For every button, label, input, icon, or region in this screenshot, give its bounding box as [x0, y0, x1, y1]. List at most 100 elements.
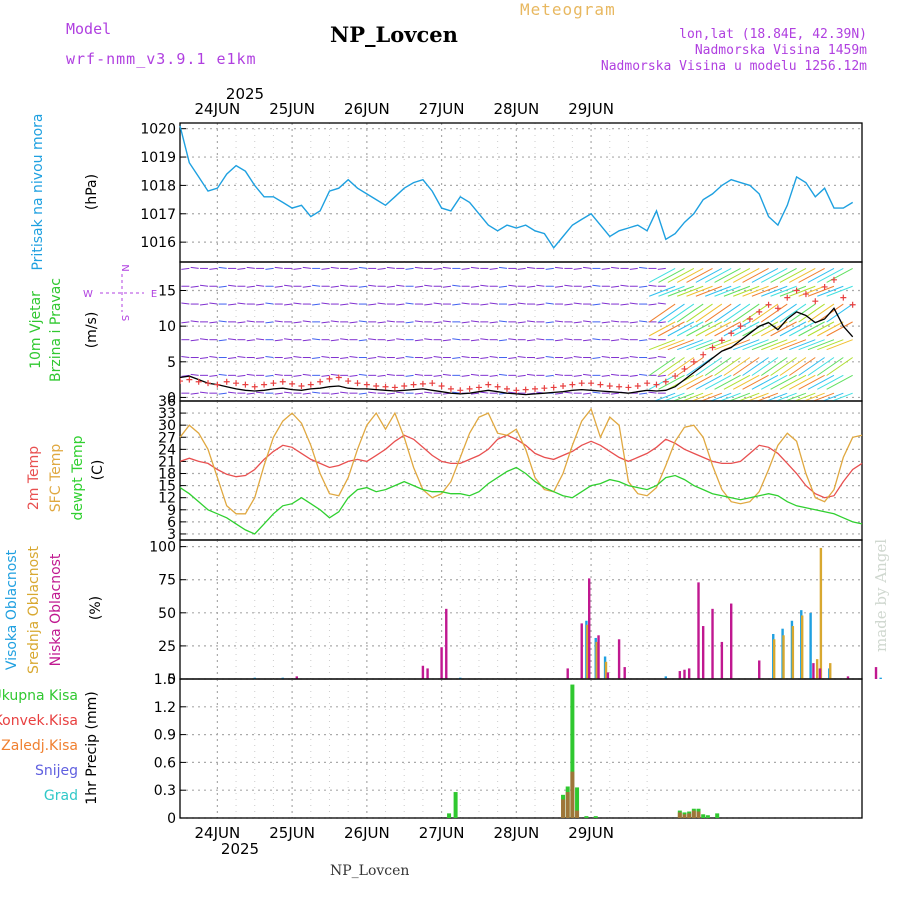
wind-arrow: [573, 374, 582, 377]
wind-arrow: [190, 339, 199, 342]
wind-arrow: [227, 338, 237, 341]
wind-arrow: [676, 267, 704, 283]
cloud-low-bar: [421, 665, 425, 679]
wind-arrow: [826, 285, 853, 297]
wind-arrows: [180, 266, 856, 401]
gust-point: [233, 380, 240, 387]
wind-arrow: [181, 356, 190, 359]
wind-arrow: [629, 321, 638, 324]
wind-arrow: [714, 339, 741, 351]
wind-arrow: [774, 392, 797, 401]
wind-arrow: [681, 392, 704, 401]
wind-arrow: [246, 373, 255, 376]
gust-point: [317, 378, 324, 385]
wind-arrow: [789, 303, 816, 323]
wind-arrow: [293, 302, 302, 305]
wind-arrow: [648, 284, 657, 287]
wind-arrow: [807, 285, 835, 297]
temp-ylabel-1: 2m Temp: [26, 446, 42, 510]
wind-arrow: [405, 267, 414, 270]
gust-point: [485, 381, 492, 388]
wind-arrow: [489, 302, 498, 305]
y-tick-label: 9: [167, 503, 176, 519]
temp-unit: (C): [90, 460, 106, 481]
wind-arrow: [517, 356, 526, 359]
gust-point: [821, 283, 828, 290]
wind-arrow: [583, 373, 592, 376]
wind-arrow: [349, 374, 358, 377]
wind-unit: (m/s): [84, 312, 100, 349]
gust-point: [513, 387, 520, 394]
compass-e: E: [151, 289, 157, 300]
wind-arrow: [765, 392, 788, 401]
wind-arrow: [723, 357, 751, 376]
wind-arrow: [396, 338, 405, 341]
gust-point: [774, 305, 781, 312]
wind-arrow: [424, 338, 433, 341]
gust-point: [550, 384, 557, 391]
wind-arrow: [648, 391, 657, 394]
wind-arrow: [405, 374, 414, 377]
wind-arrow: [639, 266, 648, 269]
y-tick-label: 100: [149, 540, 176, 556]
gust-point: [616, 383, 623, 390]
wind-arrow: [517, 302, 526, 305]
cloud-low-bar: [874, 667, 878, 679]
gust-point: [709, 344, 716, 351]
wind-arrow: [583, 266, 592, 269]
wind-arrow: [648, 374, 676, 390]
wind-arrow: [732, 303, 760, 323]
wind-arrow: [302, 339, 311, 342]
wind-arrow: [340, 357, 349, 360]
precip-conv-bar: [696, 811, 701, 818]
wind-arrow: [695, 285, 723, 297]
wind-arrow: [817, 321, 844, 337]
wind-arrow: [470, 339, 480, 342]
wind-arrow: [256, 338, 265, 341]
wind-ylabel-1: 10m Vjetar: [28, 291, 44, 369]
gust-point: [746, 316, 753, 323]
gust-point: [401, 383, 408, 390]
wind-arrow: [761, 374, 788, 390]
wind-arrow: [742, 339, 769, 351]
wind-arrow: [746, 392, 769, 401]
wind-arrow: [218, 392, 227, 395]
wind-arrow: [662, 392, 685, 401]
gust-point: [606, 383, 613, 390]
gust-point: [756, 308, 763, 315]
wind-arrow: [442, 373, 451, 376]
wind-arrow: [181, 302, 190, 305]
tsfc-line: [179, 407, 863, 515]
y-tick-label: 0: [167, 811, 176, 827]
wind-arrow: [265, 321, 274, 324]
gust-point: [438, 383, 445, 390]
cloud-unit: (%): [88, 596, 104, 620]
wind-arrow: [761, 267, 788, 283]
wind-arrow: [728, 392, 751, 401]
wind-arrow: [639, 285, 648, 288]
wind-arrow: [667, 303, 695, 323]
y-tick-label: 27: [158, 430, 176, 446]
gust-point: [494, 383, 501, 390]
pressure-line: [179, 125, 854, 249]
cloud-low-bar: [711, 608, 714, 679]
wind-arrow: [433, 302, 442, 305]
wind-arrow: [480, 391, 489, 394]
precip-total-bar: [715, 813, 720, 818]
wind-arrow: [611, 266, 620, 269]
wind-arrow: [452, 303, 461, 306]
precip-total-bar: [593, 816, 598, 818]
wind-arrow: [181, 267, 190, 270]
cloud-mid-bar: [819, 547, 823, 679]
wind-arrow: [199, 338, 209, 341]
wind-arrow: [265, 302, 274, 305]
wind-arrow: [817, 374, 844, 390]
gust-point: [354, 380, 361, 387]
wind-arrow: [442, 266, 451, 269]
y-tick-label: 0: [167, 390, 176, 406]
wind-arrow: [657, 302, 666, 305]
wind-arrow: [545, 374, 554, 377]
gust-point: [728, 330, 735, 337]
wind-arrow: [237, 267, 246, 270]
wind-arrow: [321, 356, 330, 359]
